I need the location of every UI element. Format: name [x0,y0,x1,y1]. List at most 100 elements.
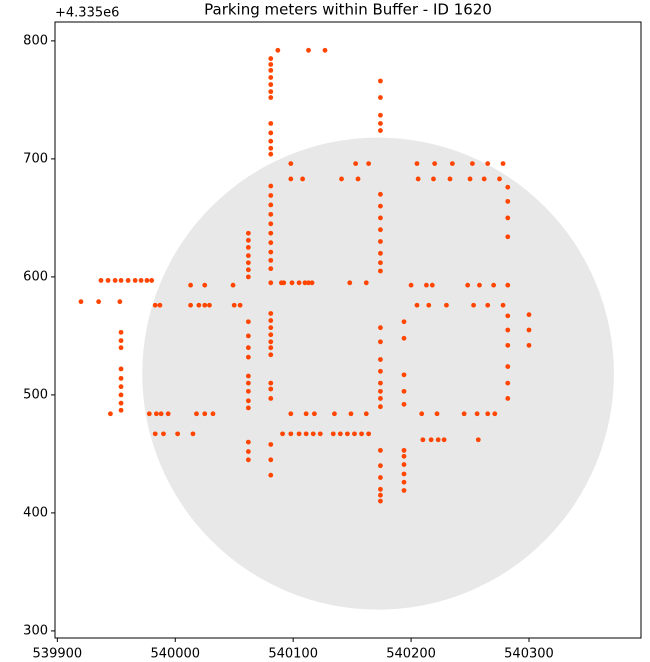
parking-meter [268,380,274,386]
chart-title: Parking meters within Buffer - ID 1620 [204,1,492,19]
parking-meter [118,384,124,390]
y-tick-label: 600 [23,269,48,284]
y-tick-label: 800 [23,33,48,48]
parking-meter [245,267,251,273]
parking-meter [118,407,124,413]
parking-meter [117,299,123,305]
parking-meter [353,161,359,167]
parking-meter [359,431,364,437]
parking-meter [245,274,251,280]
parking-meter [202,411,208,417]
parking-meter [245,244,251,250]
parking-meter [280,431,285,437]
parking-meter [118,366,124,372]
parking-meter [268,211,274,217]
parking-meter [366,431,372,437]
parking-meter [268,352,274,358]
parking-meter [469,161,475,167]
parking-meter [378,396,383,401]
parking-meter [303,431,309,437]
parking-meter [268,249,274,255]
parking-meter [485,302,491,308]
parking-meter [481,176,487,182]
parking-meter [296,280,302,286]
parking-meter [268,193,274,198]
parking-meter [378,380,383,386]
parking-meter [505,313,511,319]
parking-meter [268,339,274,345]
parking-meter [432,161,438,167]
parking-meter [491,282,497,288]
parking-meter [497,176,502,182]
parking-meter [268,130,274,136]
parking-meter [363,280,369,286]
parking-meter [415,176,421,182]
parking-meter [152,431,158,437]
parking-meter [149,278,155,283]
parking-meter [378,357,383,362]
parking-meter [505,380,511,386]
parking-meter [306,280,311,286]
parking-meter [408,282,414,288]
parking-meter [429,282,435,288]
parking-meter [485,161,491,167]
parking-meter [306,47,311,53]
parking-meter [355,176,361,182]
parking-meter [245,237,251,243]
parking-meter [401,401,407,407]
parking-meter [268,325,274,331]
y-tick-label: 700 [23,151,48,166]
parking-meter [245,373,251,379]
parking-meter [175,431,181,437]
x-tick-label: 539900 [33,647,83,662]
parking-meter [289,280,295,286]
parking-meter [322,47,328,53]
parking-meter [268,266,274,272]
parking-meter [105,278,111,283]
parking-meter [118,329,124,335]
parking-meter [202,282,208,288]
parking-meter [474,411,480,417]
parking-meter [401,447,407,453]
parking-meter [245,354,251,360]
parking-meter [378,227,383,233]
parking-meter [144,278,150,283]
parking-meter [419,411,425,417]
parking-meter [401,488,407,493]
parking-meter [245,260,251,266]
parking-meter [268,56,274,61]
parking-meter [485,411,491,417]
parking-meter [302,280,308,286]
parking-meter [210,411,216,417]
parking-meter [245,388,251,394]
parking-meter [268,386,274,392]
parking-meter [288,411,294,417]
parking-meter [268,240,274,246]
parking-meter [378,95,383,100]
parking-meter [268,67,274,73]
parking-meter [378,447,383,453]
parking-meter [434,411,440,417]
parking-meter [268,202,274,208]
parking-meter [378,128,383,133]
parking-meter [154,411,159,417]
parking-meter [165,411,171,417]
parking-meter [378,260,383,266]
parking-meter [441,437,447,443]
parking-meter [245,457,251,463]
parking-meter [345,431,350,437]
parking-meter [378,368,383,374]
parking-meter [118,345,124,351]
parking-meter [378,339,383,345]
parking-meter [268,280,274,286]
parking-meter [268,332,274,338]
parking-meter [401,388,407,394]
parking-meter [118,278,124,283]
parking-meter [268,311,274,316]
parking-meter [288,176,294,182]
buffer-circle [142,137,614,610]
parking-meter [505,282,511,288]
parking-meter [268,318,274,323]
parking-meter [505,198,511,204]
parking-meter [378,404,383,410]
